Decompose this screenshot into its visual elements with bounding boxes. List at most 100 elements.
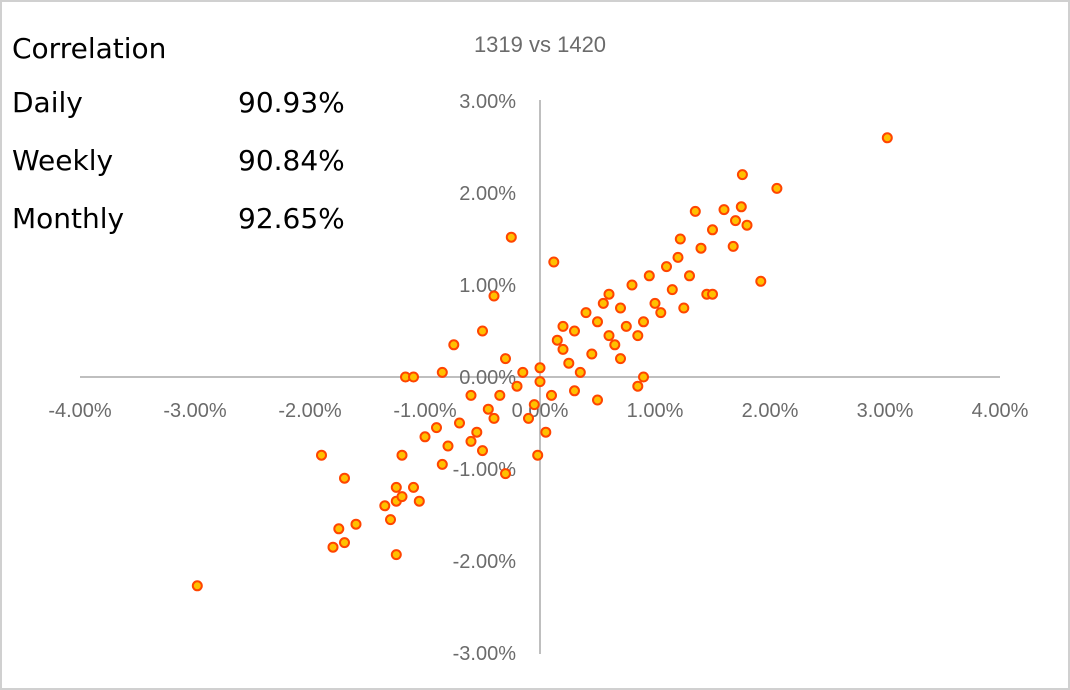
scatter-point [771,182,783,194]
scatter-point [488,290,500,302]
x-tick-label: -1.00% [393,400,457,422]
scatter-point [488,412,500,424]
y-tick-label: 1.00% [459,275,516,297]
x-tick-label: 2.00% [742,400,799,422]
x-tick-labels: -4.00% -3.00% -2.00% -1.00% 0.00% 1.00% 2.00% 3… [48,400,1028,422]
scatter-point [385,514,396,526]
scatter-point [736,169,748,181]
scatter-point [339,472,350,484]
scatter-point [436,366,448,378]
x-tick-label: 0.00% [512,400,569,422]
x-tick-label: 1.00% [627,400,684,422]
scatter-point [672,251,684,263]
scatter-point [523,412,534,424]
scatter-point [465,389,477,401]
x-tick-label: -4.00% [48,400,112,422]
scatter-point [500,468,511,480]
y-tick-label: -2.00% [453,551,517,573]
scatter-point [649,297,661,309]
scatter-point [408,371,419,383]
scatter-point [548,256,560,268]
scatter-points [191,132,893,592]
scatter-point [684,270,695,282]
scatter-point [191,580,203,592]
scatter-point [632,380,644,392]
scatter-point [569,325,580,337]
scatter-point [505,231,517,243]
scatter-point [574,366,586,378]
scatter-point [471,426,483,438]
correlation-daily-label: Daily [12,86,83,119]
scatter-point [755,275,767,287]
scatter-point [379,500,391,512]
scatter-point [695,242,707,254]
scatter-point [638,316,649,328]
scatter-point [316,449,327,461]
scatter-point [333,523,345,535]
scatter-point [477,445,488,457]
scatter-point [532,449,544,461]
scatter-point [390,481,402,493]
scatter-point [643,270,655,282]
scatter-point [881,132,893,144]
scatter-point [666,284,678,296]
scatter-point [718,204,730,216]
correlation-weekly-label: Weekly [12,144,114,177]
scatter-point [413,495,425,507]
correlation-monthly-value: 92.65% [238,202,345,235]
scatter-point [592,316,603,328]
scatter-point [396,491,408,503]
scatter-point [350,518,362,530]
scatter-point [517,366,529,378]
correlation-weekly-value: 90.84% [238,144,345,177]
scatter-point [500,353,511,365]
scatter-point [482,403,494,415]
scatter-point [615,353,626,365]
scatter-point [557,320,569,332]
scatter-point [655,307,667,319]
scatter-point [597,297,609,309]
scatter-point [431,422,442,434]
scatter-point [674,233,686,245]
scatter-point [396,449,408,461]
scatter-point [390,549,402,561]
scatter-point [580,307,592,319]
scatter-point [528,399,540,411]
scatter-point [534,376,546,388]
scatter-point [735,201,747,213]
scatter-point [603,330,615,342]
scatter-point [586,348,598,360]
y-tick-label: -3.00% [453,643,517,665]
scatter-point [557,343,569,355]
scatter-point [436,458,448,470]
scatter-point [534,362,546,374]
scatter-point [327,541,339,553]
scatter-point [569,385,580,397]
scatter-point [620,320,632,332]
scatter-point [626,279,638,291]
correlation-heading: Correlation [12,32,167,65]
scatter-point [707,288,718,300]
scatter-point [563,357,575,369]
scatter-point [603,288,615,300]
scatter-point [551,334,563,346]
scatter-point [419,431,431,443]
y-tick-label: 2.00% [459,183,516,205]
scatter-point [448,339,460,351]
y-tick-label: -1.00% [453,459,517,481]
scatter-point [546,389,557,401]
scatter-point [741,219,753,231]
scatter-point [511,380,523,392]
scatter-point [454,417,465,429]
scatter-point [678,302,690,314]
scatter-point [632,330,644,342]
y-tick-label: 0.00% [459,367,516,389]
chart-title: 1319 vs 1420 [474,32,606,57]
y-tick-labels: 3.00% 2.00% 1.00% 0.00% -1.00% -2.00% -3.00% [453,91,517,665]
scatter-point [494,389,506,401]
scatter-point [592,394,603,406]
scatter-point [689,205,701,217]
scatter-point [730,215,741,227]
y-tick-label: 3.00% [459,91,516,113]
